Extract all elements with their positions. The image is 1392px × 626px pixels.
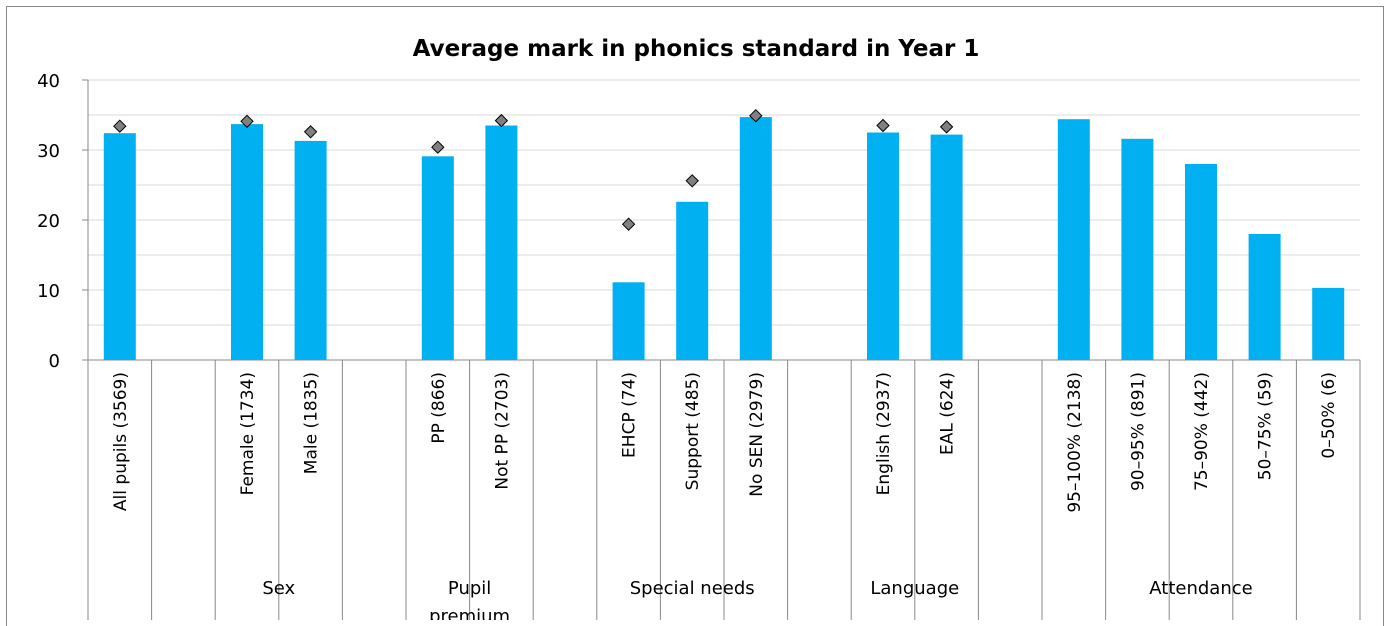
category-label: 95–100% (2138) bbox=[1065, 372, 1085, 513]
category-label: Not PP (2703) bbox=[492, 372, 512, 490]
bars bbox=[103, 117, 1345, 360]
category-label: No SEN (2979) bbox=[747, 372, 767, 497]
y-tick-label: 20 bbox=[37, 211, 60, 232]
group-label: Special needs bbox=[630, 578, 755, 599]
group-label: Attendance bbox=[1149, 578, 1252, 599]
markers bbox=[113, 108, 954, 231]
marker-diamond bbox=[431, 140, 445, 154]
bar bbox=[1248, 234, 1281, 360]
y-tick-label: 0 bbox=[49, 351, 60, 372]
category-label: 50–75% (59) bbox=[1256, 372, 1276, 480]
marker-diamond bbox=[685, 174, 699, 188]
chart-title: Average mark in phonics standard in Year… bbox=[412, 36, 980, 62]
group-label: Pupil bbox=[448, 578, 491, 599]
group-label: Language bbox=[870, 578, 959, 599]
bar bbox=[103, 133, 136, 360]
group-label: Sex bbox=[262, 578, 295, 599]
marker-diamond bbox=[303, 125, 318, 139]
bar bbox=[231, 124, 263, 360]
category-label: 90–95% (891) bbox=[1128, 372, 1148, 491]
y-tick-label: 30 bbox=[37, 141, 60, 162]
marker-diamond bbox=[749, 108, 763, 123]
marker-diamond bbox=[876, 118, 890, 133]
bar bbox=[1057, 119, 1090, 360]
bar bbox=[485, 125, 518, 360]
bar bbox=[421, 156, 454, 360]
bar bbox=[739, 117, 772, 360]
category-labels: All pupils (3569) Female (1734) Male (1835… bbox=[111, 372, 1339, 620]
category-label: English (2937) bbox=[874, 372, 894, 495]
category-label: Male (1835) bbox=[302, 372, 322, 474]
y-tick-label: 10 bbox=[37, 281, 60, 302]
bar bbox=[1121, 138, 1154, 360]
bar bbox=[1312, 287, 1345, 360]
bar bbox=[612, 282, 645, 360]
category-label: Female (1734) bbox=[238, 372, 258, 495]
category-label: Support (485) bbox=[683, 372, 703, 490]
axes: 0 10 20 30 40 bbox=[37, 71, 1361, 620]
category-label: EAL (624) bbox=[938, 372, 958, 455]
category-label: 0–50% (6) bbox=[1319, 372, 1339, 459]
bar bbox=[930, 134, 963, 360]
category-label: EHCP (74) bbox=[620, 372, 640, 458]
y-tick-label: 40 bbox=[37, 71, 60, 92]
marker-diamond bbox=[494, 113, 509, 128]
bar bbox=[294, 140, 327, 360]
group-label-line2: premium bbox=[429, 606, 510, 620]
category-label: PP (866) bbox=[429, 372, 449, 444]
category-label: All pupils (3569) bbox=[111, 372, 131, 511]
bar bbox=[1185, 164, 1217, 360]
bar bbox=[676, 201, 709, 360]
marker-diamond bbox=[240, 114, 254, 129]
gridlines bbox=[88, 79, 1360, 326]
bar bbox=[867, 132, 899, 360]
marker-diamond bbox=[113, 119, 127, 133]
marker-diamond bbox=[621, 217, 636, 231]
marker-diamond bbox=[939, 120, 954, 134]
category-label: 75–90% (442) bbox=[1192, 372, 1212, 491]
